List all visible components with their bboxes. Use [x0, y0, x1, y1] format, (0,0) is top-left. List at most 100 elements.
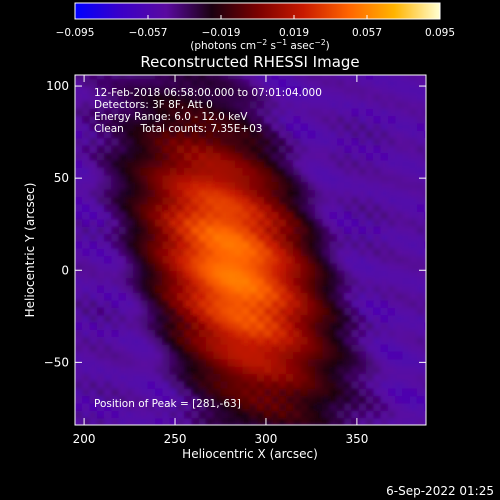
- heatmap-cell: [293, 336, 302, 345]
- heatmap-cell: [365, 145, 374, 153]
- heatmap-cell: [365, 218, 374, 227]
- heatmap-cell: [293, 181, 302, 190]
- heatmap-cell: [329, 373, 338, 382]
- heatmap-cell: [256, 115, 265, 124]
- heatmap-cell: [176, 167, 185, 176]
- heatmap-cell: [424, 343, 426, 352]
- heatmap-cell: [307, 388, 316, 397]
- heatmap-cell: [242, 189, 251, 198]
- heatmap-cell: [118, 336, 127, 345]
- heatmap-cell: [75, 211, 83, 220]
- heatmap-cell: [373, 336, 382, 345]
- heatmap-cell: [351, 196, 360, 205]
- heatmap-cell: [242, 380, 251, 389]
- heatmap-cell: [365, 75, 374, 80]
- heatmap-cell: [358, 93, 367, 102]
- heatmap-cell: [373, 402, 382, 411]
- heatmap-cell: [125, 285, 134, 293]
- heatmap-cell: [264, 380, 273, 389]
- heatmap-cell: [380, 410, 389, 419]
- heatmap-cell: [264, 248, 273, 257]
- heatmap-cell: [82, 130, 91, 139]
- heatmap-cell: [155, 218, 163, 227]
- heatmap-cell: [96, 358, 105, 367]
- heatmap-cell: [373, 203, 382, 212]
- heatmap-cell: [118, 285, 127, 293]
- heatmap-cell: [220, 248, 229, 257]
- heatmap-cell: [336, 203, 345, 212]
- heatmap-cell: [198, 248, 207, 257]
- heatmap-cell: [176, 321, 185, 330]
- heatmap-cell: [336, 380, 345, 389]
- heatmap-cell: [155, 167, 163, 176]
- heatmap-cell: [191, 417, 200, 425]
- heatmap-cell: [227, 174, 236, 183]
- heatmap-cell: [227, 203, 236, 212]
- heatmap-cell: [118, 122, 127, 131]
- heatmap-cell: [213, 417, 222, 425]
- heatmap-cell: [271, 417, 280, 425]
- heatmap-cell: [387, 402, 396, 411]
- heatmap-cell: [162, 137, 171, 146]
- heatmap-cell: [373, 145, 382, 153]
- heatmap-cell: [315, 248, 323, 257]
- heatmap-cell: [147, 248, 156, 257]
- heatmap-cell: [322, 373, 331, 382]
- heatmap-cell: [307, 262, 316, 271]
- heatmap-cell: [198, 270, 207, 279]
- heatmap-cell: [322, 211, 331, 220]
- heatmap-cell: [373, 292, 382, 301]
- heatmap-cell: [191, 203, 200, 212]
- heatmap-cell: [402, 240, 411, 249]
- heatmap-cell: [365, 351, 374, 360]
- heatmap-cell: [249, 366, 258, 375]
- heatmap-cell: [278, 410, 287, 419]
- heatmap-cell: [104, 100, 112, 109]
- heatmap-cell: [227, 285, 236, 293]
- heatmap-cell: [118, 358, 127, 367]
- heatmap-cell: [89, 174, 98, 183]
- heatmap-cell: [162, 417, 171, 425]
- heatmap-cell: [227, 343, 236, 352]
- heatmap-cell: [133, 115, 142, 124]
- heatmap-cell: [111, 388, 120, 397]
- heatmap-cell: [336, 388, 345, 397]
- heatmap-cell: [402, 78, 411, 87]
- heatmap-cell: [387, 373, 396, 382]
- heatmap-cell: [176, 196, 185, 205]
- heatmap-cell: [155, 122, 163, 131]
- heatmap-cell: [249, 122, 258, 131]
- heatmap-cell: [336, 321, 345, 330]
- heatmap-cell: [162, 380, 171, 389]
- heatmap-cell: [351, 86, 360, 95]
- heatmap-cell: [111, 233, 120, 242]
- heatmap-cell: [213, 226, 222, 235]
- heatmap-cell: [184, 351, 192, 360]
- heatmap-cell: [191, 145, 200, 153]
- heatmap-cell: [351, 122, 360, 131]
- heatmap-cell: [118, 343, 127, 352]
- heatmap-cell: [155, 130, 163, 139]
- heatmap-cell: [198, 108, 207, 117]
- heatmap-cell: [184, 137, 192, 146]
- heatmap-cell: [416, 388, 425, 397]
- heatmap-cell: [300, 196, 309, 205]
- heatmap-cell: [409, 233, 418, 242]
- heatmap-cell: [256, 75, 265, 80]
- heatmap-cell: [184, 181, 192, 190]
- heatmap-cell: [140, 137, 149, 146]
- heatmap-cell: [162, 196, 171, 205]
- heatmap-cell: [213, 86, 222, 95]
- heatmap-cell: [322, 292, 331, 301]
- heatmap-cell: [344, 351, 353, 360]
- heatmap-cell: [285, 366, 294, 375]
- heatmap-cell: [140, 343, 149, 352]
- heatmap-cell: [329, 167, 338, 176]
- heatmap-cell: [307, 108, 316, 117]
- heatmap-cell: [96, 336, 105, 345]
- heatmap-cell: [256, 181, 265, 190]
- heatmap-cell: [395, 240, 403, 249]
- heatmap-cell: [373, 285, 382, 293]
- heatmap-cell: [82, 181, 91, 190]
- heatmap-cell: [329, 410, 338, 419]
